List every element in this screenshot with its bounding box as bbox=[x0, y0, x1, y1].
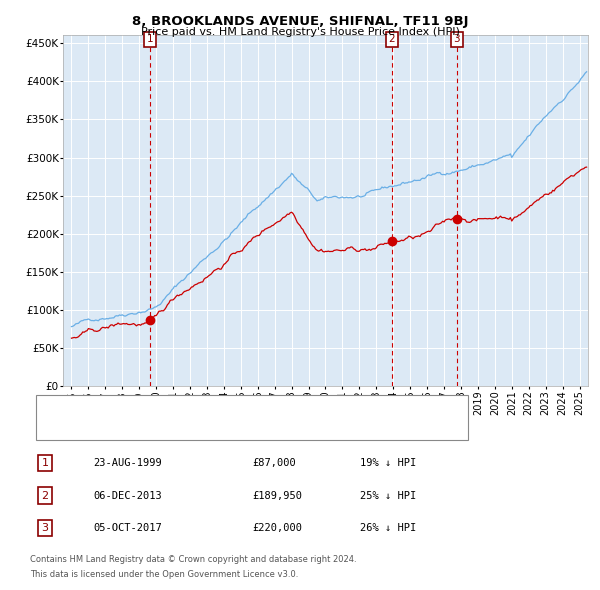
Text: 8, BROOKLANDS AVENUE, SHIFNAL, TF11 9BJ (detached house): 8, BROOKLANDS AVENUE, SHIFNAL, TF11 9BJ … bbox=[81, 403, 391, 412]
Text: 3: 3 bbox=[454, 34, 460, 44]
Text: 26% ↓ HPI: 26% ↓ HPI bbox=[360, 523, 416, 533]
Text: 05-OCT-2017: 05-OCT-2017 bbox=[93, 523, 162, 533]
Text: 8, BROOKLANDS AVENUE, SHIFNAL, TF11 9BJ: 8, BROOKLANDS AVENUE, SHIFNAL, TF11 9BJ bbox=[132, 15, 468, 28]
Text: HPI: Average price, detached house, Shropshire: HPI: Average price, detached house, Shro… bbox=[81, 424, 314, 434]
Text: 06-DEC-2013: 06-DEC-2013 bbox=[93, 491, 162, 500]
Text: £220,000: £220,000 bbox=[252, 523, 302, 533]
Text: 1: 1 bbox=[41, 458, 49, 468]
Text: £189,950: £189,950 bbox=[252, 491, 302, 500]
Text: 3: 3 bbox=[41, 523, 49, 533]
Text: 2: 2 bbox=[389, 34, 395, 44]
Text: 2: 2 bbox=[41, 491, 49, 500]
Text: 1: 1 bbox=[147, 34, 154, 44]
Text: Contains HM Land Registry data © Crown copyright and database right 2024.: Contains HM Land Registry data © Crown c… bbox=[30, 555, 356, 563]
Text: £87,000: £87,000 bbox=[252, 458, 296, 468]
Text: This data is licensed under the Open Government Licence v3.0.: This data is licensed under the Open Gov… bbox=[30, 570, 298, 579]
Text: 19% ↓ HPI: 19% ↓ HPI bbox=[360, 458, 416, 468]
Text: 25% ↓ HPI: 25% ↓ HPI bbox=[360, 491, 416, 500]
Text: 23-AUG-1999: 23-AUG-1999 bbox=[93, 458, 162, 468]
Text: Price paid vs. HM Land Registry's House Price Index (HPI): Price paid vs. HM Land Registry's House … bbox=[140, 27, 460, 37]
